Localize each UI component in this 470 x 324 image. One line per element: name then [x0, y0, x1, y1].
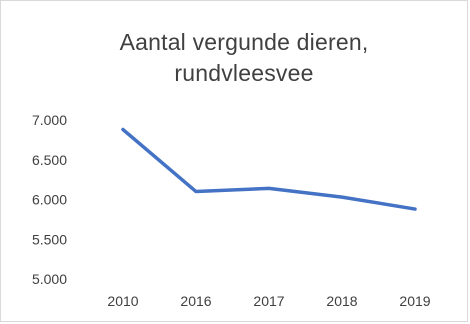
- data-point: [340, 195, 344, 199]
- x-tick-label: 2018: [326, 293, 357, 309]
- x-tick-label: 2010: [107, 293, 138, 309]
- series-line: [121, 127, 417, 211]
- chart-title: Aantal vergunde dieren, rundvleesvee: [119, 29, 369, 86]
- x-axis-ticks: 2010 2016 2017 2018 2019: [107, 293, 430, 309]
- series-group: [121, 127, 417, 211]
- y-tick-label: 5.000: [32, 271, 67, 287]
- y-tick-label: 6.000: [32, 192, 67, 208]
- y-axis-ticks: 5.000 5.500 6.000 6.500 7.000: [32, 112, 67, 287]
- y-tick-label: 6.500: [32, 152, 67, 168]
- data-point: [194, 190, 198, 194]
- x-tick-label: 2016: [180, 293, 211, 309]
- data-point: [121, 128, 125, 132]
- data-point: [267, 186, 271, 190]
- x-tick-label: 2017: [253, 293, 284, 309]
- data-point: [413, 207, 417, 211]
- x-tick-label: 2019: [399, 293, 430, 309]
- y-tick-label: 5.500: [32, 231, 67, 247]
- y-tick-label: 7.000: [32, 112, 67, 128]
